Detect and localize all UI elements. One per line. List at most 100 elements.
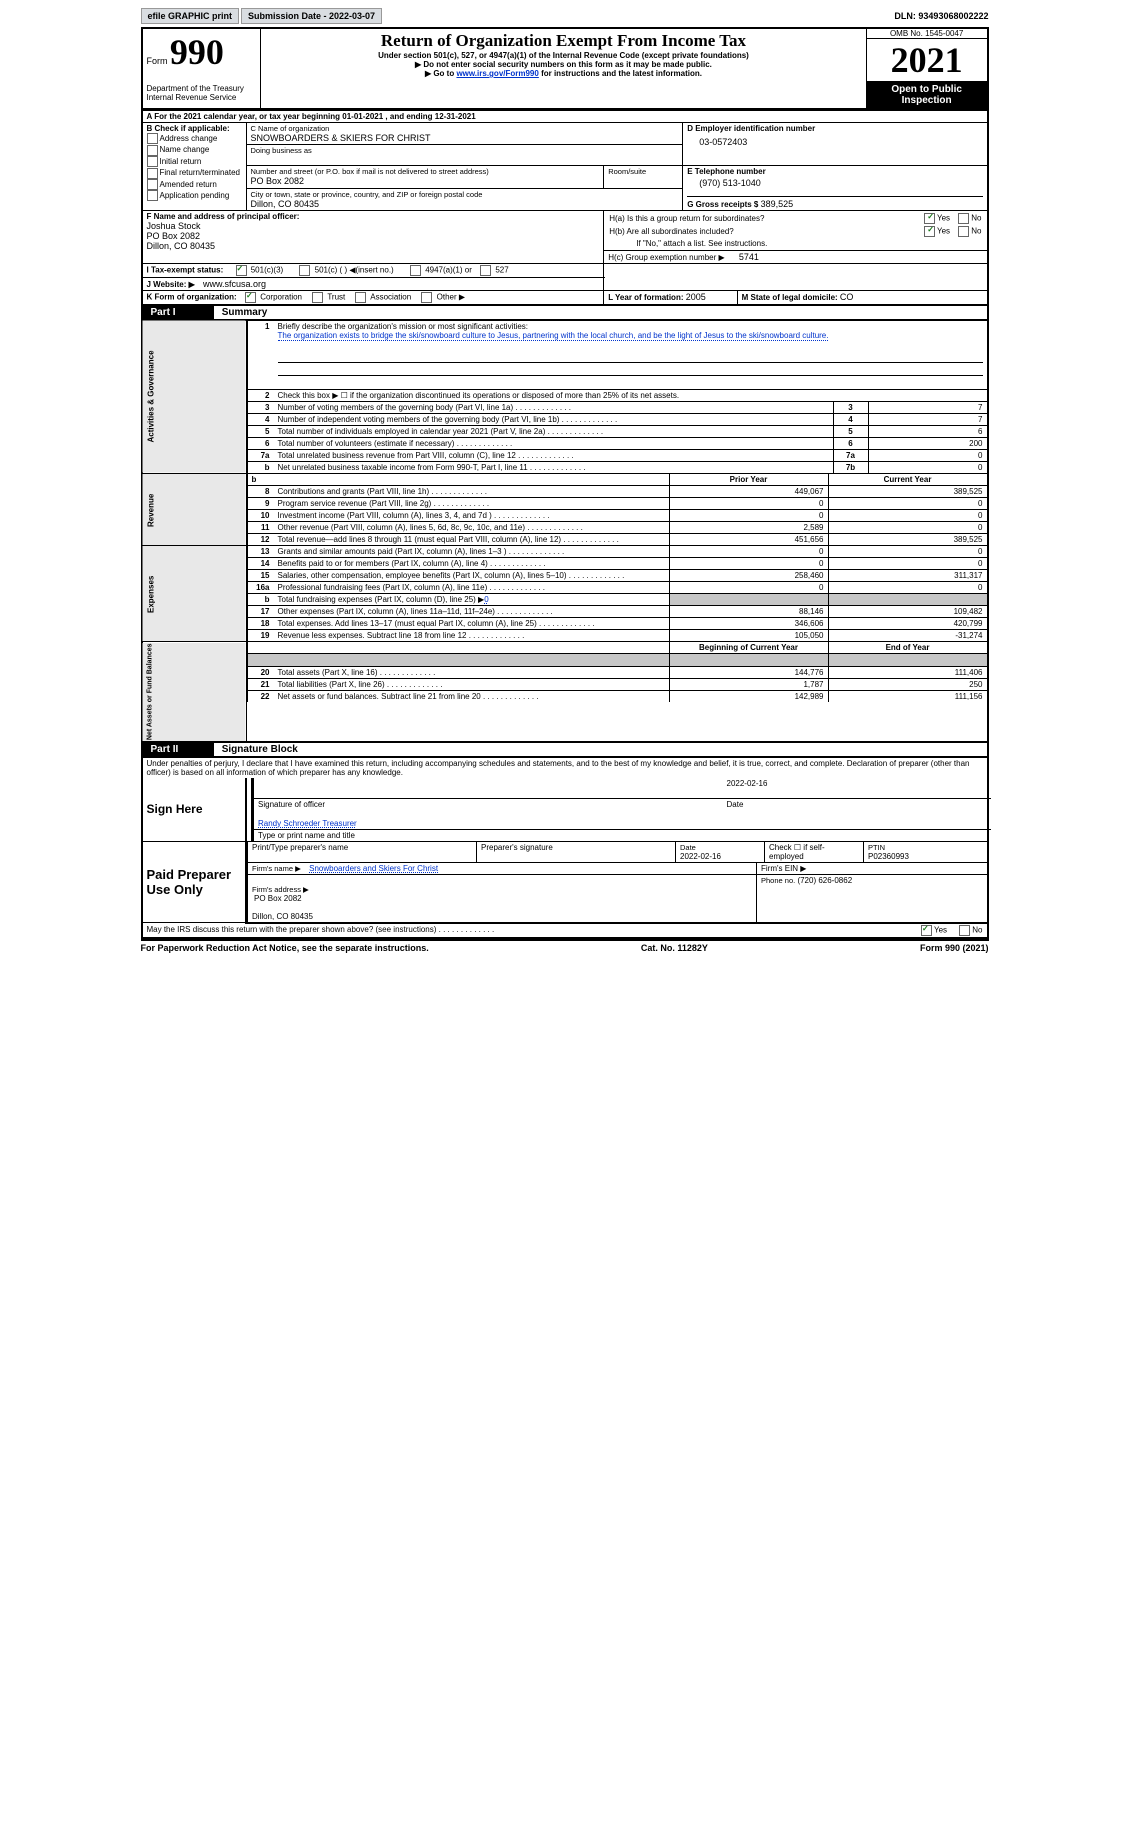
checkbox-list-b: Address change Name change Initial retur…: [147, 133, 242, 201]
label-ha: H(a) Is this a group return for subordin…: [608, 212, 790, 225]
col-prior-year: Prior Year: [669, 474, 828, 486]
firm-ein-label: Firm's EIN ▶: [757, 863, 987, 874]
chk-application-pending[interactable]: Application pending: [147, 190, 242, 201]
chk-initial-return[interactable]: Initial return: [147, 156, 242, 167]
hb-note: If "No," attach a list. See instructions…: [608, 238, 982, 249]
chk-amended[interactable]: Amended return: [147, 179, 242, 190]
tax-year: 2021: [867, 38, 987, 81]
chk-527[interactable]: [480, 265, 491, 276]
state-domicile: CO: [840, 292, 854, 302]
toolbar: efile GRAPHIC print Submission Date - 20…: [141, 8, 989, 24]
org-name: SNOWBOARDERS & SKIERS FOR CHRIST: [251, 133, 679, 143]
omb-number: OMB No. 1545-0047: [867, 29, 987, 38]
form-header: Form 990 Return of Organization Exempt F…: [141, 27, 989, 110]
form-body: A For the 2021 calendar year, or tax yea…: [141, 110, 989, 939]
city-value: Dillon, CO 80435: [251, 199, 679, 209]
footer-right: Form 990 (2021): [920, 943, 989, 953]
chk-501c3[interactable]: [236, 265, 247, 276]
part-ii-title: Signature Block: [216, 744, 298, 755]
col-end-year: End of Year: [828, 642, 987, 654]
line-a: A For the 2021 calendar year, or tax yea…: [142, 111, 988, 123]
vtab-activities: Activities & Governance: [142, 320, 247, 474]
self-employed-label: Check ☐ if self-employed: [769, 843, 825, 861]
website-value: www.sfcusa.org: [197, 279, 266, 289]
form-title: Return of Organization Exempt From Incom…: [265, 31, 862, 51]
label-hc: H(c) Group exemption number ▶: [608, 253, 724, 262]
chk-trust[interactable]: [312, 292, 323, 303]
label-f-officer: F Name and address of principal officer:: [147, 212, 600, 221]
label-j-website: J Website: ▶: [147, 280, 195, 289]
officer-name: Joshua Stock: [147, 221, 600, 231]
chk-corp[interactable]: [245, 292, 256, 303]
line2-text: Check this box ▶ ☐ if the organization d…: [274, 390, 987, 402]
sig-officer-label: Signature of officer: [253, 798, 723, 810]
label-l-year: L Year of formation:: [608, 293, 683, 302]
col-print-name: Print/Type preparer's name: [248, 842, 477, 862]
label-room: Room/suite: [608, 167, 678, 176]
form-word: Form: [147, 56, 168, 66]
section-b-label: B Check if applicable:: [147, 124, 242, 133]
gross-receipts-value: 389,525: [761, 199, 794, 209]
sig-date-label: Date: [723, 798, 991, 810]
firm-phone-label: Phone no.: [761, 876, 795, 885]
part-i-label: Part I: [143, 306, 214, 319]
footer-left: For Paperwork Reduction Act Notice, see …: [141, 943, 429, 953]
preparer-date: 2022-02-16: [680, 852, 721, 861]
col-date: Date: [680, 843, 696, 852]
perjury-text: Under penalties of perjury, I declare th…: [142, 757, 988, 778]
firm-name-value: Snowboarders and Skiers For Christ: [303, 864, 438, 873]
officer-addr2: Dillon, CO 80435: [147, 241, 600, 251]
firm-addr-value: PO Box 2082 Dillon, CO 80435: [252, 894, 313, 921]
vtab-expenses: Expenses: [142, 546, 247, 642]
mission-text: The organization exists to bridge the sk…: [278, 331, 829, 341]
line1-label: Briefly describe the organization's miss…: [278, 322, 529, 331]
firm-addr-label: Firm's address ▶: [252, 885, 309, 894]
firm-name-label: Firm's name ▶: [252, 864, 301, 873]
label-i-tax: I Tax-exempt status:: [147, 266, 224, 275]
ptin-label: PTIN: [868, 843, 885, 852]
chk-ha-yes[interactable]: [924, 213, 935, 224]
label-k-form: K Form of organization:: [147, 293, 237, 302]
footer-bar: For Paperwork Reduction Act Notice, see …: [141, 939, 989, 955]
label-g-gross: G Gross receipts $: [687, 200, 758, 209]
chk-ha-no[interactable]: [958, 213, 969, 224]
discuss-label: May the IRS discuss this return with the…: [147, 925, 495, 934]
year-formation: 2005: [686, 292, 706, 302]
label-c-name: C Name of organization: [251, 124, 679, 133]
chk-discuss-no[interactable]: [959, 925, 970, 936]
efile-print-button[interactable]: efile GRAPHIC print: [141, 8, 240, 24]
label-city: City or town, state or province, country…: [251, 190, 679, 199]
footer-mid: Cat. No. 11282Y: [641, 943, 708, 953]
part-i-title: Summary: [216, 307, 268, 318]
form-subtitle2: ▶ Do not enter social security numbers o…: [265, 60, 862, 69]
label-d-ein: D Employer identification number: [687, 124, 982, 133]
label-e-phone: E Telephone number: [687, 167, 982, 176]
col-current-year: Current Year: [828, 474, 987, 486]
ptin-value: P02360993: [868, 852, 909, 861]
vtab-net-assets: Net Assets or Fund Balances: [142, 642, 247, 742]
chk-address-change[interactable]: Address change: [147, 133, 242, 144]
chk-hb-yes[interactable]: [924, 226, 935, 237]
paid-preparer-label: Paid Preparer Use Only: [142, 841, 247, 923]
chk-assoc[interactable]: [355, 292, 366, 303]
chk-name-change[interactable]: Name change: [147, 144, 242, 155]
label-street: Number and street (or P.O. box if mail i…: [251, 167, 600, 176]
chk-501c[interactable]: [299, 265, 310, 276]
col-begin-year: Beginning of Current Year: [669, 642, 828, 654]
chk-hb-no[interactable]: [958, 226, 969, 237]
chk-final-return[interactable]: Final return/terminated: [147, 167, 242, 178]
label-m-state: M State of legal domicile:: [742, 293, 838, 302]
vtab-revenue: Revenue: [142, 474, 247, 546]
ein-value: 03-0572403: [687, 133, 982, 151]
sign-here-label: Sign Here: [142, 778, 247, 842]
form-number: 990: [170, 32, 224, 72]
chk-4947[interactable]: [410, 265, 421, 276]
col-preparer-sig: Preparer's signature: [477, 842, 676, 862]
chk-discuss-yes[interactable]: [921, 925, 932, 936]
phone-value: (970) 513-1040: [687, 176, 982, 196]
chk-other[interactable]: [421, 292, 432, 303]
submission-date-button[interactable]: Submission Date - 2022-03-07: [241, 8, 382, 24]
sig-date-value: 2022-02-16: [723, 778, 991, 799]
hc-value: 5741: [727, 252, 759, 262]
irs-link[interactable]: www.irs.gov/Form990: [456, 69, 538, 78]
